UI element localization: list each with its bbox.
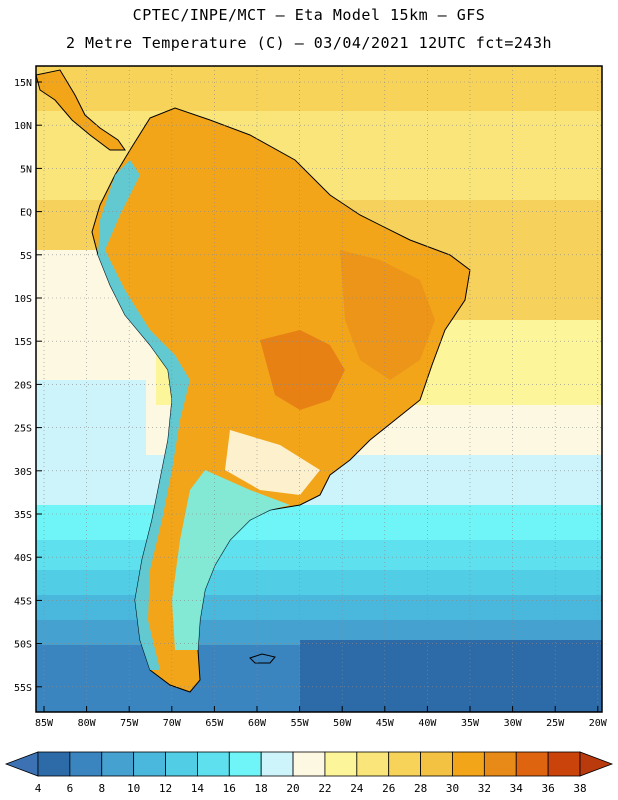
- lat-label: 20S: [14, 380, 32, 391]
- lon-label: 80W: [78, 718, 97, 729]
- colorbar-label: 30: [446, 782, 459, 795]
- lat-label: 10S: [14, 294, 32, 305]
- pampas-mild: [225, 430, 320, 495]
- ocean-band: [36, 505, 602, 545]
- lon-label: 25W: [546, 718, 565, 729]
- colorbar-swatch: [324, 751, 358, 777]
- colorbar-swatch: [452, 751, 485, 777]
- lat-label: EQ: [20, 208, 32, 219]
- colorbar-swatch: [356, 751, 390, 777]
- colorbar-low-arrow: [4, 751, 39, 777]
- colorbar-label: 34: [510, 782, 524, 795]
- map-title: CPTEC/INPE/MCT – Eta Model 15km – GFS: [132, 6, 486, 24]
- map-subtitle: 2 Metre Temperature (C) – 03/04/2021 12U…: [65, 34, 553, 52]
- central-america-land: [36, 69, 126, 151]
- colorbar-label: 38: [573, 782, 586, 795]
- temperature-map: 15N 10N 5N EQ 5S 10S 15S 20S 25S 30S 35S 40S 45S 50S 5…: [14, 65, 608, 729]
- colorbar-label: 24: [350, 782, 364, 795]
- ocean-band: [36, 380, 146, 460]
- colorbar-swatch: [388, 751, 421, 777]
- lat-label: 25S: [14, 424, 32, 435]
- ocean-band: [36, 540, 602, 575]
- colorbar-swatch: [420, 751, 453, 777]
- lat-label: 55S: [14, 683, 32, 694]
- ocean-band: [300, 640, 602, 712]
- andes-cold-belt: [98, 160, 190, 670]
- colorbar-label: 12: [159, 782, 172, 795]
- hot-region: [340, 250, 435, 380]
- ocean-band: [36, 66, 602, 111]
- colorbar-swatch: [165, 751, 198, 777]
- colorbar-swatch: [515, 751, 549, 777]
- map-frame: [35, 65, 603, 713]
- colorbar-label: 8: [98, 782, 105, 795]
- lat-label: 30S: [14, 467, 32, 478]
- lat-label: 45S: [14, 596, 32, 607]
- colorbar-label: 14: [191, 782, 205, 795]
- lon-label: 85W: [35, 718, 54, 729]
- lon-label: 35W: [461, 718, 480, 729]
- colorbar-swatch: [69, 751, 103, 777]
- lat-label: 15S: [14, 337, 32, 348]
- colorbar-swatch: [228, 751, 262, 777]
- lon-label: 20W: [589, 718, 608, 729]
- colorbar-label: 4: [35, 782, 42, 795]
- lon-label: 45W: [376, 718, 395, 729]
- lat-label: 5N: [20, 164, 32, 175]
- hot-region: [260, 330, 345, 410]
- patagonia-cool: [172, 470, 290, 650]
- colorbar-swatch: [547, 751, 581, 777]
- falklands: [249, 653, 276, 664]
- lon-label: 30W: [504, 718, 523, 729]
- lon-label: 70W: [163, 718, 182, 729]
- colorbar-label: 16: [223, 782, 236, 795]
- colorbar-swatch: [260, 751, 294, 777]
- lat-label: 15N: [14, 78, 32, 89]
- colorbar-swatch: [197, 751, 230, 777]
- lat-label: 10N: [14, 121, 32, 132]
- colorbar-label: 10: [127, 782, 140, 795]
- colorbar-swatch: [133, 751, 166, 777]
- lat-label: 5S: [20, 251, 32, 262]
- temperature-colorbar: 4 6 8 10 12 14 16 18 20 22 24 26 28 30 32 34 36 38: [4, 751, 614, 795]
- lat-label: 35S: [14, 510, 32, 521]
- colorbar-swatch: [101, 751, 135, 777]
- colorbar-label: 28: [414, 782, 427, 795]
- colorbar-high-arrow: [579, 751, 614, 777]
- lat-label: 50S: [14, 640, 32, 651]
- colorbar-label: 6: [67, 782, 74, 795]
- lon-label: 65W: [205, 718, 224, 729]
- colorbar-label: 20: [286, 782, 299, 795]
- lat-label: 40S: [14, 553, 32, 564]
- lon-label: 55W: [291, 718, 310, 729]
- colorbar-swatch: [483, 751, 517, 777]
- colorbar-swatch: [292, 751, 326, 777]
- lon-label: 50W: [333, 718, 352, 729]
- colorbar-label: 18: [255, 782, 268, 795]
- lon-label: 60W: [248, 718, 267, 729]
- colorbar-swatch: [37, 751, 71, 777]
- colorbar-label: 32: [478, 782, 491, 795]
- colorbar-label: 36: [541, 782, 554, 795]
- colorbar-label: 22: [318, 782, 331, 795]
- lon-label: 40W: [418, 718, 437, 729]
- colorbar-label: 26: [382, 782, 395, 795]
- lon-label: 75W: [120, 718, 139, 729]
